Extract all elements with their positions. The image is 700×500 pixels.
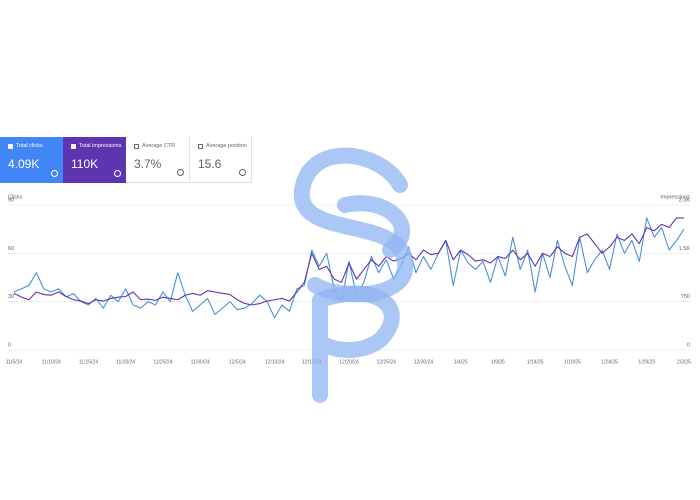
watermark (293, 147, 414, 403)
x-tick-label: 1/29/25 (638, 359, 655, 365)
y2-tick-label: 1.5K (679, 246, 691, 252)
x-tick-label: 11/15/24 (79, 359, 98, 365)
card-label: Average CTR (142, 143, 176, 149)
card-label: Total impressions (79, 143, 122, 149)
card-value: 4.09K (8, 157, 40, 171)
y-tick-label: 30 (8, 294, 14, 300)
x-tick-label: 12/25/24 (376, 359, 396, 365)
y2-tick-label: 2.3K (679, 197, 691, 203)
metric-card[interactable]: Total impressions 110K (63, 137, 126, 183)
card-value: 110K (71, 157, 99, 171)
y2-tick-label: 750 (681, 294, 690, 300)
x-tick-label: 1/24/25 (601, 359, 618, 365)
x-tick-label: 1/19/25 (564, 359, 581, 365)
card-label: Total clicks (16, 143, 43, 149)
metric-card[interactable]: Total clicks 4.09K (0, 137, 63, 183)
y-tick-label: 90 (8, 197, 14, 203)
y-axis-title: Clicks (8, 194, 23, 200)
card-value: 15.6 (198, 157, 222, 171)
x-tick-label: 1/4/25 (454, 359, 468, 365)
x-tick-label: 11/5/24 (6, 359, 23, 365)
card-value: 3.7% (134, 157, 162, 171)
y-tick-label: 0 (8, 342, 11, 348)
y2-axis-title: Impressions (660, 194, 690, 200)
x-tick-label: 1/9/25 (491, 359, 505, 365)
x-tick-label: 11/30/24 (191, 359, 210, 365)
x-tick-label: 12/15/24 (302, 359, 322, 365)
x-tick-label: 1/14/25 (527, 359, 544, 365)
x-tick-label: 11/20/24 (116, 359, 135, 365)
x-tick-label: 2/3/25 (677, 359, 691, 365)
x-tick-label: 12/5/24 (229, 359, 246, 365)
x-tick-label: 12/30/24 (414, 359, 434, 365)
x-tick-label: 11/25/24 (153, 359, 172, 365)
card-label: Average position (206, 143, 247, 149)
metric-card[interactable]: Average position 15.6 (190, 137, 252, 183)
series-line (13, 217, 685, 319)
x-tick-label: 12/10/24 (265, 359, 285, 365)
x-tick-label: 12/20/24 (339, 359, 359, 365)
y2-tick-label: 0 (687, 342, 690, 348)
y-tick-label: 60 (8, 246, 14, 252)
metric-card[interactable]: Average CTR 3.7% (126, 137, 190, 183)
x-tick-label: 11/10/24 (42, 359, 61, 365)
series-line (13, 217, 684, 306)
